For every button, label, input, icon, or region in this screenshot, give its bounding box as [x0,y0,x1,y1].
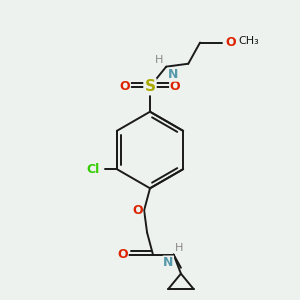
Text: O: O [132,204,142,217]
Text: S: S [145,79,155,94]
Text: O: O [117,248,128,261]
Text: H: H [155,55,163,65]
Text: N: N [163,256,174,269]
Text: H: H [175,243,183,253]
Text: Cl: Cl [86,163,99,176]
Text: O: O [120,80,130,93]
Text: N: N [168,68,178,81]
Text: CH₃: CH₃ [238,36,259,46]
Text: O: O [225,36,236,49]
Text: O: O [170,80,180,93]
